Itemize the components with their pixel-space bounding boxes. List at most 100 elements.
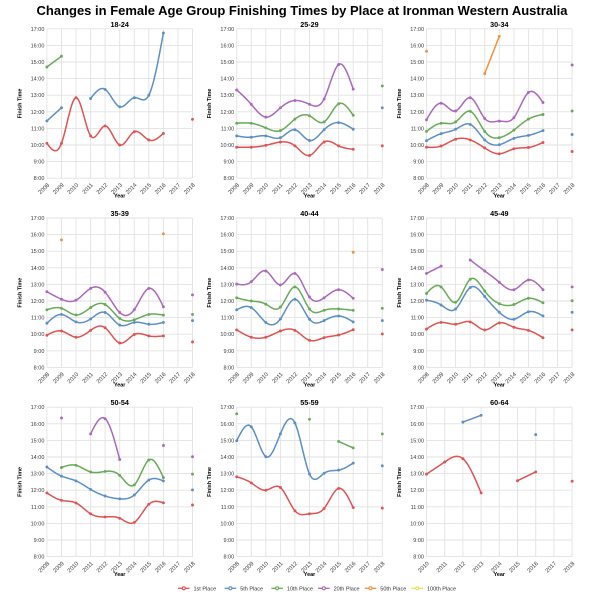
svg-text:16:00: 16:00	[410, 233, 424, 239]
svg-text:Year: Year	[304, 572, 316, 578]
svg-text:15:00: 15:00	[31, 60, 45, 66]
svg-text:Changes in Female Age Group Fi: Changes in Female Age Group Finishing Ti…	[37, 3, 569, 18]
svg-text:16:00: 16:00	[31, 233, 45, 239]
svg-text:16:00: 16:00	[410, 422, 424, 428]
svg-text:10:00: 10:00	[220, 143, 234, 149]
svg-text:17:00: 17:00	[31, 216, 45, 222]
svg-text:10:00: 10:00	[220, 521, 234, 527]
svg-text:11:00: 11:00	[411, 505, 424, 511]
svg-text:8:00: 8:00	[223, 555, 234, 561]
svg-text:9:00: 9:00	[223, 538, 234, 544]
svg-text:11:00: 11:00	[411, 126, 424, 132]
svg-text:15:00: 15:00	[410, 249, 424, 255]
svg-text:20th Place: 20th Place	[334, 586, 360, 592]
svg-text:30-34: 30-34	[490, 20, 508, 29]
svg-text:16:00: 16:00	[31, 422, 45, 428]
svg-text:5th Place: 5th Place	[240, 586, 263, 592]
svg-text:8:00: 8:00	[413, 176, 424, 182]
svg-text:12:00: 12:00	[220, 299, 234, 305]
svg-text:15:00: 15:00	[31, 438, 45, 444]
svg-text:9:00: 9:00	[34, 349, 45, 355]
svg-text:13:00: 13:00	[220, 472, 234, 478]
svg-text:15:00: 15:00	[410, 60, 424, 66]
svg-text:12:00: 12:00	[31, 110, 45, 116]
svg-text:14:00: 14:00	[220, 266, 234, 272]
svg-text:8:00: 8:00	[413, 555, 424, 561]
svg-text:Finish Time: Finish Time	[17, 467, 23, 497]
svg-text:10th Place: 10th Place	[287, 586, 313, 592]
svg-text:10:00: 10:00	[31, 143, 45, 149]
svg-text:12:00: 12:00	[31, 299, 45, 305]
svg-text:17:00: 17:00	[31, 27, 45, 33]
svg-text:9:00: 9:00	[413, 538, 424, 544]
svg-text:Year: Year	[494, 383, 506, 389]
svg-text:17:00: 17:00	[31, 405, 45, 411]
svg-text:16:00: 16:00	[220, 43, 234, 49]
svg-text:16:00: 16:00	[220, 422, 234, 428]
svg-text:13:00: 13:00	[31, 93, 45, 99]
svg-text:18-24: 18-24	[111, 20, 129, 29]
svg-text:9:00: 9:00	[223, 349, 234, 355]
svg-text:17:00: 17:00	[220, 27, 234, 33]
svg-text:Year: Year	[114, 572, 126, 578]
svg-text:15:00: 15:00	[220, 249, 234, 255]
svg-text:9:00: 9:00	[34, 538, 45, 544]
svg-text:Year: Year	[494, 572, 506, 578]
svg-text:Year: Year	[114, 194, 126, 200]
svg-text:10:00: 10:00	[410, 332, 424, 338]
svg-text:60-64: 60-64	[490, 398, 508, 407]
svg-text:11:00: 11:00	[221, 126, 234, 132]
svg-text:12:00: 12:00	[410, 488, 424, 494]
svg-text:14:00: 14:00	[410, 77, 424, 83]
svg-text:14:00: 14:00	[220, 455, 234, 461]
svg-text:11:00: 11:00	[411, 316, 424, 322]
svg-text:11:00: 11:00	[221, 505, 234, 511]
svg-text:13:00: 13:00	[410, 472, 424, 478]
svg-text:50th Place: 50th Place	[380, 586, 406, 592]
svg-text:11:00: 11:00	[31, 505, 44, 511]
svg-text:13:00: 13:00	[220, 282, 234, 288]
svg-text:14:00: 14:00	[31, 266, 45, 272]
svg-text:Finish Time: Finish Time	[207, 467, 213, 497]
svg-text:25-29: 25-29	[300, 20, 318, 29]
svg-text:16:00: 16:00	[410, 43, 424, 49]
svg-text:14:00: 14:00	[410, 266, 424, 272]
svg-text:Year: Year	[304, 194, 316, 200]
svg-text:12:00: 12:00	[220, 110, 234, 116]
svg-text:17:00: 17:00	[410, 27, 424, 33]
svg-text:8:00: 8:00	[413, 365, 424, 371]
svg-text:Finish Time: Finish Time	[17, 278, 23, 308]
svg-text:12:00: 12:00	[31, 488, 45, 494]
svg-text:15:00: 15:00	[410, 438, 424, 444]
svg-text:10:00: 10:00	[410, 143, 424, 149]
svg-text:8:00: 8:00	[34, 555, 45, 561]
svg-text:Finish Time: Finish Time	[207, 278, 213, 308]
svg-text:Finish Time: Finish Time	[397, 89, 403, 119]
svg-text:11:00: 11:00	[31, 126, 44, 132]
svg-text:50-54: 50-54	[111, 398, 129, 407]
svg-text:8:00: 8:00	[223, 176, 234, 182]
svg-text:Year: Year	[494, 194, 506, 200]
svg-text:10:00: 10:00	[31, 332, 45, 338]
svg-text:1st Place: 1st Place	[194, 586, 217, 592]
svg-text:17:00: 17:00	[220, 405, 234, 411]
svg-text:17:00: 17:00	[410, 405, 424, 411]
svg-text:14:00: 14:00	[31, 455, 45, 461]
svg-text:9:00: 9:00	[413, 160, 424, 166]
svg-text:11:00: 11:00	[31, 316, 44, 322]
svg-text:16:00: 16:00	[220, 233, 234, 239]
svg-text:35-39: 35-39	[111, 209, 129, 218]
svg-text:15:00: 15:00	[31, 249, 45, 255]
svg-text:Year: Year	[304, 383, 316, 389]
svg-text:Finish Time: Finish Time	[17, 89, 23, 119]
svg-text:12:00: 12:00	[410, 110, 424, 116]
svg-text:Finish Time: Finish Time	[397, 278, 403, 308]
svg-text:8:00: 8:00	[223, 365, 234, 371]
svg-text:13:00: 13:00	[220, 93, 234, 99]
svg-text:12:00: 12:00	[220, 488, 234, 494]
svg-text:14:00: 14:00	[220, 77, 234, 83]
svg-text:9:00: 9:00	[413, 349, 424, 355]
svg-text:14:00: 14:00	[31, 77, 45, 83]
svg-text:17:00: 17:00	[410, 216, 424, 222]
svg-text:14:00: 14:00	[410, 455, 424, 461]
